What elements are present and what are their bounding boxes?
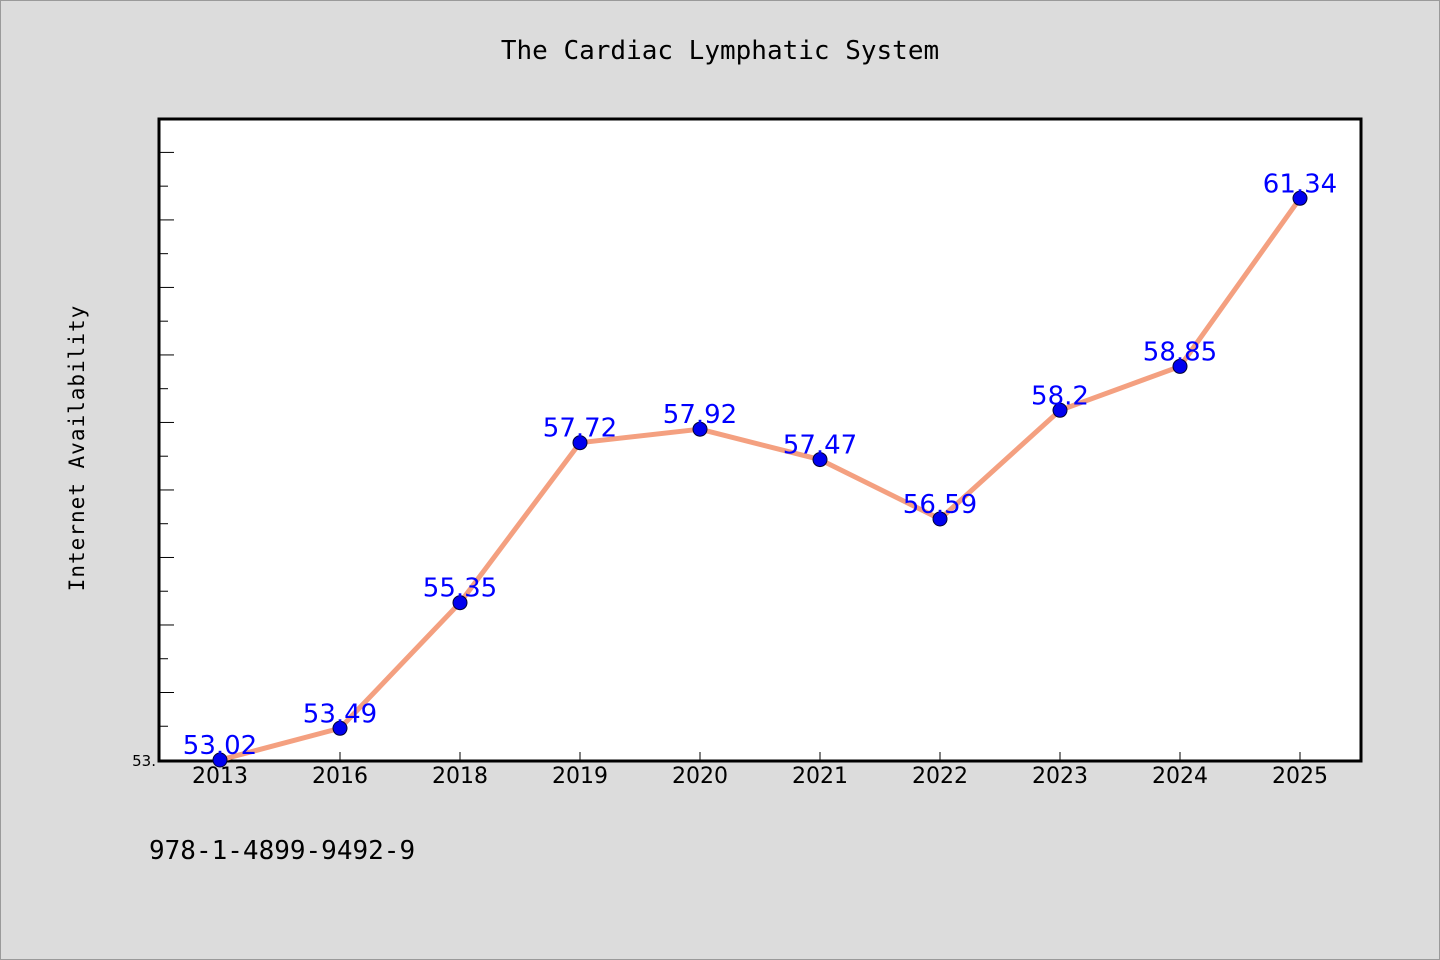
isbn-text: 978-1-4899-9492-9 (149, 836, 416, 866)
data-label: 57.72 (543, 414, 617, 444)
data-label: 58.85 (1143, 337, 1217, 367)
y-tick-label: 53. (132, 752, 156, 770)
data-point (572, 435, 588, 451)
x-tick-label: 2018 (432, 764, 488, 789)
data-label: 53.02 (183, 731, 257, 761)
data-point (1172, 358, 1188, 374)
plot-area (157, 117, 1363, 763)
data-labels: 53.02 53.49 55.35 57.72 57.92 57.47 56.59 58.2 5… (183, 169, 1337, 761)
x-tick-label: 2020 (672, 764, 728, 789)
series-line-group (217, 195, 1303, 763)
series-line (217, 195, 1303, 763)
data-markers (212, 190, 1308, 768)
data-label: 57.92 (663, 400, 737, 430)
data-point (1292, 190, 1308, 206)
data-point (812, 452, 828, 468)
data-point (1052, 402, 1068, 418)
data-label: 55.35 (423, 574, 497, 604)
data-label: 57.47 (783, 431, 857, 461)
data-label: 58.2 (1031, 381, 1089, 411)
x-tick-label: 2021 (792, 764, 848, 789)
x-tick-label: 2019 (552, 764, 608, 789)
x-tick-label: 2024 (1152, 764, 1208, 789)
x-tick-label: 2022 (912, 764, 968, 789)
data-label: 56.59 (903, 490, 977, 520)
data-point (932, 511, 948, 527)
chart-title: The Cardiac Lymphatic System (500, 36, 940, 66)
y-axis-ticks: 53. (132, 151, 174, 770)
data-point (452, 595, 468, 611)
x-tick-label: 2023 (1032, 764, 1088, 789)
data-point (332, 720, 348, 736)
x-tick-label: 2016 (312, 764, 368, 789)
data-label: 53.49 (303, 699, 377, 729)
x-tick-label: 2025 (1272, 764, 1328, 789)
x-tick-label: 2013 (192, 764, 248, 789)
x-axis-ticks: 2013 2016 2018 2019 2020 2021 2022 2023 2024 2025 (192, 752, 1328, 789)
data-label: 61.34 (1263, 169, 1337, 199)
data-point (692, 421, 708, 437)
data-point (212, 752, 228, 768)
